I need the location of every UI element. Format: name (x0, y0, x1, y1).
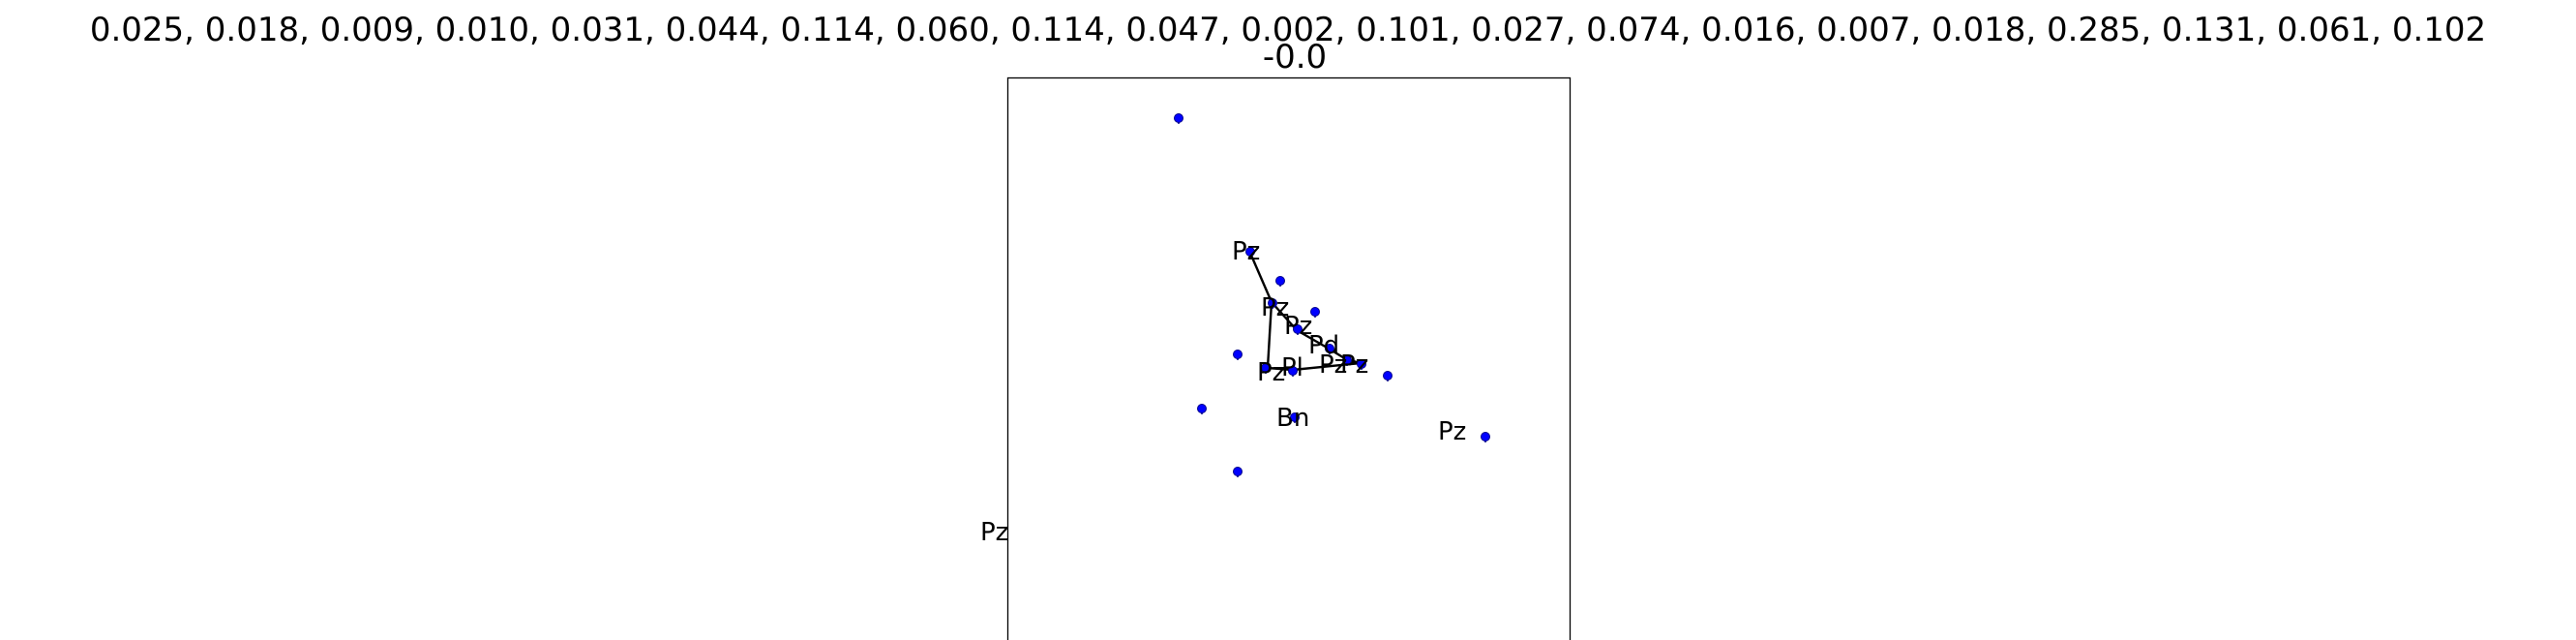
node-marker (1261, 363, 1271, 374)
plot-frame (1006, 76, 1572, 640)
edge-n2-n7 (1266, 301, 1273, 369)
node-marker (1233, 350, 1243, 360)
node-marker (1275, 276, 1285, 287)
node-marker (1383, 371, 1393, 381)
node-label: Pz (1284, 312, 1312, 341)
node-marker (1481, 432, 1490, 442)
node-label: Pd (1308, 331, 1339, 360)
node-label: Pz (1319, 350, 1347, 380)
node-label: Pz (1340, 350, 1368, 380)
node-label: Pz (1257, 358, 1285, 387)
figure-title-score: -0.0 (1263, 38, 1327, 76)
node-marker (1325, 344, 1334, 354)
node-marker (1357, 359, 1366, 370)
node-marker (1245, 247, 1255, 258)
node-marker (1290, 412, 1300, 423)
edge-n2-n3 (1271, 301, 1298, 331)
edge-n3-n4 (1296, 328, 1330, 350)
node-marker (1288, 366, 1298, 377)
node-marker (1310, 307, 1320, 318)
node-label: Pz (1232, 237, 1260, 266)
node-label: Pl (1281, 353, 1303, 382)
node-label: Pz (980, 518, 1008, 547)
node-label: Pz (1261, 293, 1289, 322)
node-marker (1268, 298, 1277, 309)
node-marker (1174, 113, 1183, 124)
edge-n1-n2 (1247, 250, 1273, 303)
marker-layer (1174, 113, 1490, 477)
node-marker (1342, 355, 1352, 366)
node-marker (1293, 324, 1303, 335)
node-label: Bn (1276, 404, 1309, 433)
node-marker (1233, 467, 1243, 477)
figure-title-values: 0.025, 0.018, 0.009, 0.010, 0.031, 0.044… (90, 11, 2486, 49)
node-label: Pz (1438, 417, 1466, 446)
node-marker (1197, 404, 1207, 414)
